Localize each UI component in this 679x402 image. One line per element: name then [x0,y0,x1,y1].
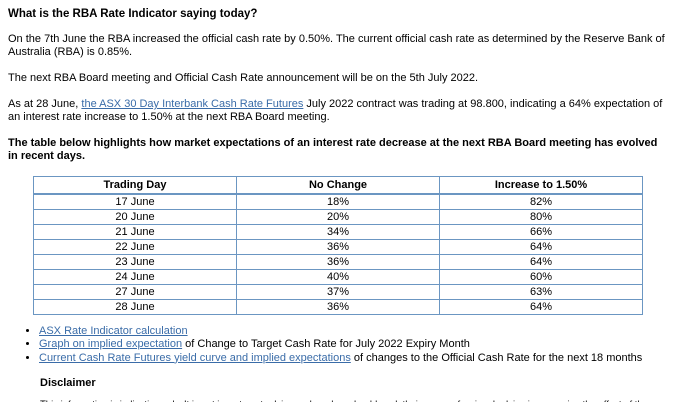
table-cell: 28 June [33,298,237,315]
disclaimer-title: Disclaimer [40,377,96,389]
table-row: 23 June 36% 64% [33,253,643,270]
table-row: 22 June 36% 64% [33,238,643,255]
table-cell: 63% [439,283,643,300]
table-intro-text: The table below highlights how market ex… [8,137,658,162]
table-header-cell: Trading Day [33,176,237,195]
related-link[interactable]: ASX Rate Indicator calculation [39,324,188,337]
table-cell: 60% [439,268,643,285]
table-cell: 27 June [33,283,237,300]
paragraph-next-meeting: The next RBA Board meeting and Official … [8,72,479,84]
table-header-cell: No Change [236,176,440,195]
table-cell: 36% [236,238,440,255]
table-cell: 22 June [33,238,237,255]
table-cell: 64% [439,298,643,315]
table-row: 21 June 34% 66% [33,223,643,240]
table-cell: 64% [439,253,643,270]
table-cell: 20% [236,208,440,225]
futures-paragraph-prefix: As at 28 June, [8,98,82,110]
related-link[interactable]: Graph on implied expectation [39,338,183,350]
table-body: 17 June 18% 82% 20 June 20% 80% 21 June 34% 66% 2… [33,193,643,315]
table-cell: 40% [236,268,440,285]
related-link[interactable]: Current Cash Rate Futures yield curve an… [39,351,351,364]
table-row: 27 June 37% 63% [33,283,643,300]
table-cell: 37% [236,283,440,300]
related-links-list: ASX Rate Indicator calculationGraph on i… [8,325,671,366]
table-cell: 36% [236,298,440,315]
rate-expectations-table: Trading Day No Change Increase to 1.50% 17… [33,176,643,315]
paragraph-futures-contract: As at 28 June, the ASX 30 Day Interbank … [8,98,668,124]
table-cell: 17 June [33,193,237,210]
list-item: Current Cash Rate Futures yield curve an… [39,352,671,366]
list-item: Graph on implied expectation of Change t… [39,338,671,352]
page-title: What is the RBA Rate Indicator saying to… [8,8,258,20]
table-row: 28 June 36% 64% [33,298,643,315]
table-cell: 66% [439,223,643,240]
related-link-description: of changes to the Official Cash Rate for… [350,351,643,364]
futures-paragraph-suffix: July 2022 contract was trading at 98.800… [8,98,663,123]
table-cell: 21 June [33,223,237,240]
table-cell: 36% [236,253,440,270]
table-cell: 34% [236,223,440,240]
table-cell: 64% [439,238,643,255]
table-header-cell: Increase to 1.50% [439,176,643,195]
related-link-description: of Change to Target Cash Rate for July 2… [182,338,470,350]
interbank-cash-rate-futures-link[interactable]: the ASX 30 Day Interbank Cash Rate Futur… [81,98,304,110]
table-cell: 18% [236,193,440,210]
table-row: 17 June 18% 82% [33,193,643,210]
table-row: 20 June 20% 80% [33,208,643,225]
table-cell: 80% [439,208,643,225]
disclaimer-text: This information is indicative only. It … [40,399,671,402]
table-cell: 23 June [33,253,237,270]
table-cell: 24 June [33,268,237,285]
table-header-row: Trading Day No Change Increase to 1.50% [33,176,643,195]
paragraph-cash-rate-increase: On the 7th June the RBA increased the of… [8,33,665,58]
table-cell: 82% [439,193,643,210]
table-row: 24 June 40% 60% [33,268,643,285]
list-item: ASX Rate Indicator calculation [39,325,671,339]
table-cell: 20 June [33,208,237,225]
